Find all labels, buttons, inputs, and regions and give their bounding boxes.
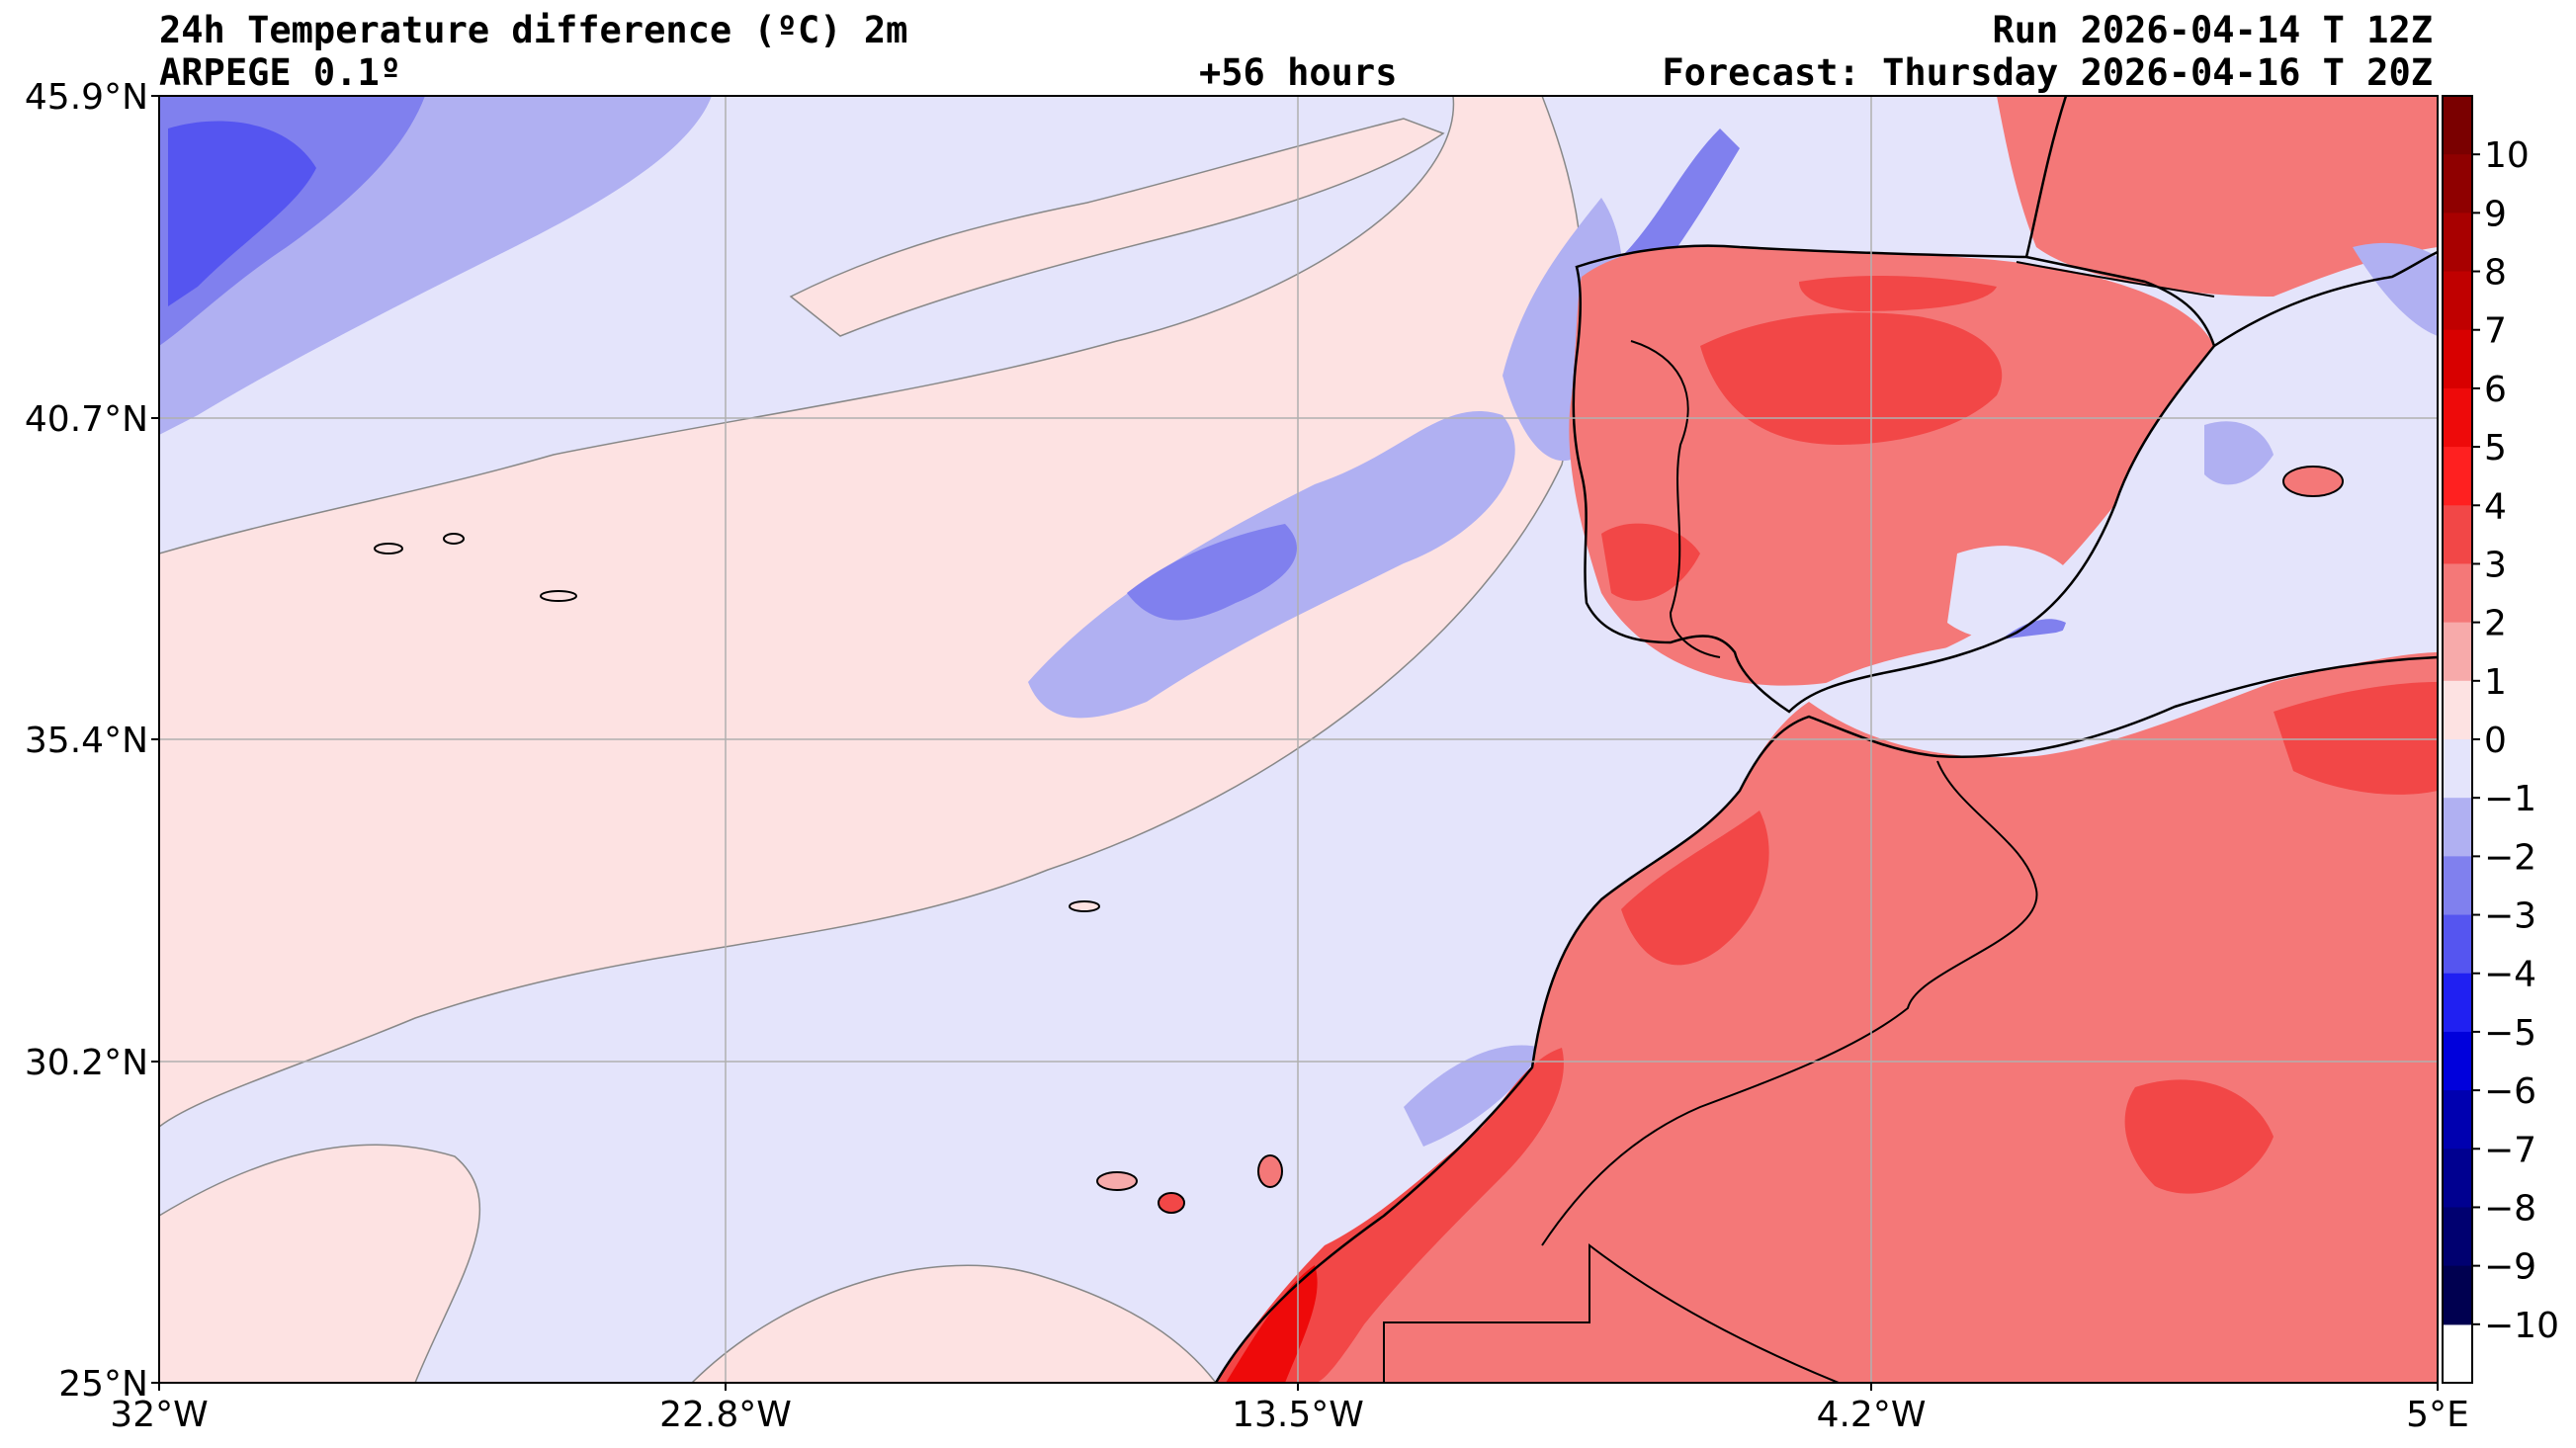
- warm-core-iberia-center: [1700, 312, 2003, 445]
- border-western-sahara-mauritania: [1383, 1242, 1840, 1383]
- lead-time: +56 hours: [1199, 51, 1398, 94]
- colorbar-swatch: [2443, 154, 2472, 213]
- colorbar-label: 4: [2484, 486, 2507, 527]
- warm-land-north-africa: [1216, 652, 2438, 1383]
- forecast-label: Forecast: Thursday 2026-04-16 T 20Z: [1662, 51, 2433, 94]
- colorbar-swatch: [2443, 973, 2472, 1033]
- mediterranean-sea: [1809, 356, 2438, 761]
- colorbar-label: 2: [2484, 604, 2507, 644]
- azores-island-1: [540, 590, 577, 602]
- azores-island-3: [443, 533, 465, 545]
- colorbar-swatch: [2443, 1090, 2472, 1150]
- colorbar-label: 1: [2484, 662, 2507, 703]
- colorbar-label: 5: [2484, 428, 2507, 468]
- lat-tick-label: 30.2°N: [25, 1043, 148, 1083]
- lat-tick-label: 35.4°N: [25, 721, 148, 761]
- map-gridlines: [159, 96, 2438, 1383]
- colorbar-label: 6: [2484, 370, 2507, 410]
- colorbar-swatch: [2443, 1265, 2472, 1325]
- colorbar-swatch: [2443, 914, 2472, 975]
- colorbar-swatch: [2443, 387, 2472, 448]
- cold-patch-gulf-of-lion: [2353, 242, 2438, 336]
- warm-core-atlas: [1621, 810, 1769, 966]
- warm-band-south: [690, 1264, 1217, 1383]
- canary-island-2: [1096, 1171, 1138, 1191]
- lat-tick-label: 45.9°N: [25, 77, 148, 118]
- colorbar-swatch: [2443, 798, 2472, 857]
- lat-tick-label: 40.7°N: [25, 399, 148, 440]
- colorbar-swatch: [2443, 96, 2472, 155]
- colorbar-label: 10: [2484, 135, 2530, 176]
- colorbar-swatch: [2443, 1149, 2472, 1209]
- colorbar-swatch: [2443, 271, 2472, 331]
- border-spain-france: [2016, 261, 2215, 298]
- mallorca-island: [2282, 466, 2344, 497]
- border-morocco-algeria: [1541, 760, 2038, 1246]
- colorbar-label: 8: [2484, 253, 2507, 294]
- coastline-france-biscay: [2024, 96, 2068, 258]
- madeira-island: [1069, 900, 1100, 912]
- colorbar-label: 7: [2484, 311, 2507, 352]
- colorbar-swatch: [2443, 680, 2472, 740]
- colorbar-swatch: [2443, 329, 2472, 389]
- colorbar-swatch: [2443, 213, 2472, 273]
- colorbar-swatch: [2443, 563, 2472, 624]
- latitude-axis: 45.9°N 40.7°N 35.4°N 30.2°N 25°N: [25, 77, 159, 1405]
- cold-patch-northwest-strong: [168, 121, 316, 306]
- cool-patch-southeast-spain: [1947, 546, 2086, 639]
- coastline-france-med: [2213, 250, 2438, 348]
- lon-tick-label: 22.8°W: [659, 1395, 792, 1435]
- colorbar-swatch: [2443, 622, 2472, 682]
- cold-patch-morocco-coast: [1404, 1045, 1542, 1147]
- warm-band-north-atlantic: [789, 118, 1445, 337]
- colorbar-label: 9: [2484, 194, 2507, 234]
- colorbar-label: −9: [2484, 1247, 2536, 1288]
- colorbar-label: −6: [2484, 1071, 2536, 1112]
- lat-tick-label: 25°N: [58, 1364, 148, 1405]
- colorbar-label: −7: [2484, 1130, 2536, 1170]
- cold-patch-balearic: [2204, 421, 2274, 485]
- map-title: 24h Temperature difference (ºC) 2m: [159, 9, 908, 51]
- cold-patch-central-core: [1127, 524, 1297, 621]
- warm-core-sahara: [2124, 1079, 2274, 1194]
- lon-tick-label: 13.5°W: [1232, 1395, 1364, 1435]
- canary-island-1: [1158, 1192, 1185, 1214]
- colorbar-swatch: [2443, 505, 2472, 565]
- colorbar-swatch: [2443, 856, 2472, 916]
- colorbar-label: −2: [2484, 837, 2536, 878]
- longitude-axis: 32°W 22.8°W 13.5°W 4.2°W 5°E: [110, 1383, 2469, 1435]
- colorbar-label: −10: [2484, 1306, 2559, 1346]
- warm-core-northeast-algeria: [2274, 682, 2438, 795]
- warm-land-france: [1997, 96, 2438, 297]
- lon-tick-label: 32°W: [110, 1395, 208, 1435]
- colorbar-label: 3: [2484, 545, 2507, 585]
- warm-core-portugal: [1601, 523, 1700, 601]
- map-plot-area: [159, 96, 2438, 1383]
- hot-core-western-sahara: [1226, 1265, 1318, 1383]
- coastline-iberia: [1572, 244, 2216, 714]
- colorbar-label: −4: [2484, 955, 2536, 995]
- colorbar-swatch: [2443, 1031, 2472, 1091]
- colorbar-label: −3: [2484, 896, 2536, 937]
- run-label: Run 2026-04-14 T 12Z: [1992, 9, 2433, 51]
- canary-island-3: [1257, 1154, 1283, 1188]
- colorbar-label: −8: [2484, 1188, 2536, 1229]
- coastline-north-africa: [1214, 655, 2438, 1383]
- border-portugal-spain: [1630, 340, 1721, 658]
- colorbar-label: 0: [2484, 721, 2507, 761]
- colorbar-swatch: [2443, 739, 2472, 799]
- colorbar-label: −1: [2484, 779, 2536, 819]
- azores-island-2: [374, 543, 403, 554]
- colorbar-label: −5: [2484, 1013, 2536, 1054]
- lon-tick-label: 5°E: [2406, 1395, 2469, 1435]
- colorbar-swatch: [2443, 1207, 2472, 1267]
- warm-band-southwest: [159, 1144, 481, 1383]
- model-label: ARPEGE 0.1º: [159, 51, 402, 94]
- colorbar-swatch: [2443, 447, 2472, 506]
- warm-core-iberia-north: [1799, 275, 1997, 311]
- lon-tick-label: 4.2°W: [1817, 1395, 1927, 1435]
